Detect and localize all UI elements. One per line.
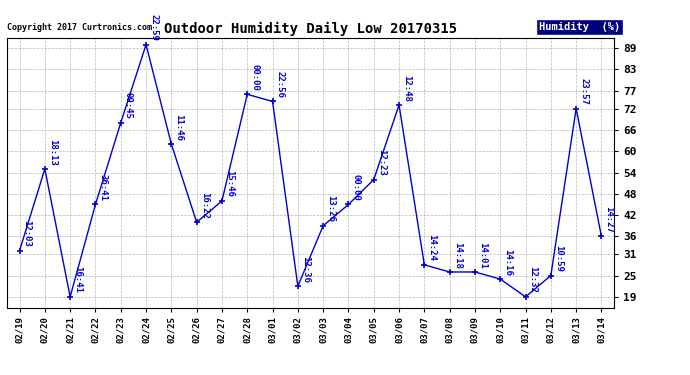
Text: 22:59: 22:59 xyxy=(149,14,158,41)
Text: 12:03: 12:03 xyxy=(23,220,32,247)
Text: 12:36: 12:36 xyxy=(301,256,310,283)
Text: 12:32: 12:32 xyxy=(529,266,538,293)
Text: 13:26: 13:26 xyxy=(326,195,335,222)
Text: 14:18: 14:18 xyxy=(453,242,462,268)
Text: 18:13: 18:13 xyxy=(48,138,57,165)
Text: 22:56: 22:56 xyxy=(275,71,284,98)
Text: 14:01: 14:01 xyxy=(478,242,487,268)
Text: 12:48: 12:48 xyxy=(402,75,411,102)
Text: 16:41: 16:41 xyxy=(73,266,82,293)
Text: 14:27: 14:27 xyxy=(604,206,613,233)
Text: 16:22: 16:22 xyxy=(199,192,208,219)
Text: 00:00: 00:00 xyxy=(250,64,259,91)
Text: 11:46: 11:46 xyxy=(175,114,184,141)
Text: 09:45: 09:45 xyxy=(124,92,132,119)
Text: 36:41: 36:41 xyxy=(99,174,108,201)
Text: 14:16: 14:16 xyxy=(503,249,512,276)
Text: 15:46: 15:46 xyxy=(225,171,234,197)
Title: Outdoor Humidity Daily Low 20170315: Outdoor Humidity Daily Low 20170315 xyxy=(164,22,457,36)
Text: 12:23: 12:23 xyxy=(377,149,386,176)
Text: 14:24: 14:24 xyxy=(427,234,436,261)
Text: 10:59: 10:59 xyxy=(554,245,563,272)
Text: 00:00: 00:00 xyxy=(351,174,360,201)
Text: Copyright 2017 Curtronics.com: Copyright 2017 Curtronics.com xyxy=(7,23,152,32)
Text: Humidity  (%): Humidity (%) xyxy=(539,22,620,32)
Text: 23:57: 23:57 xyxy=(579,78,588,105)
